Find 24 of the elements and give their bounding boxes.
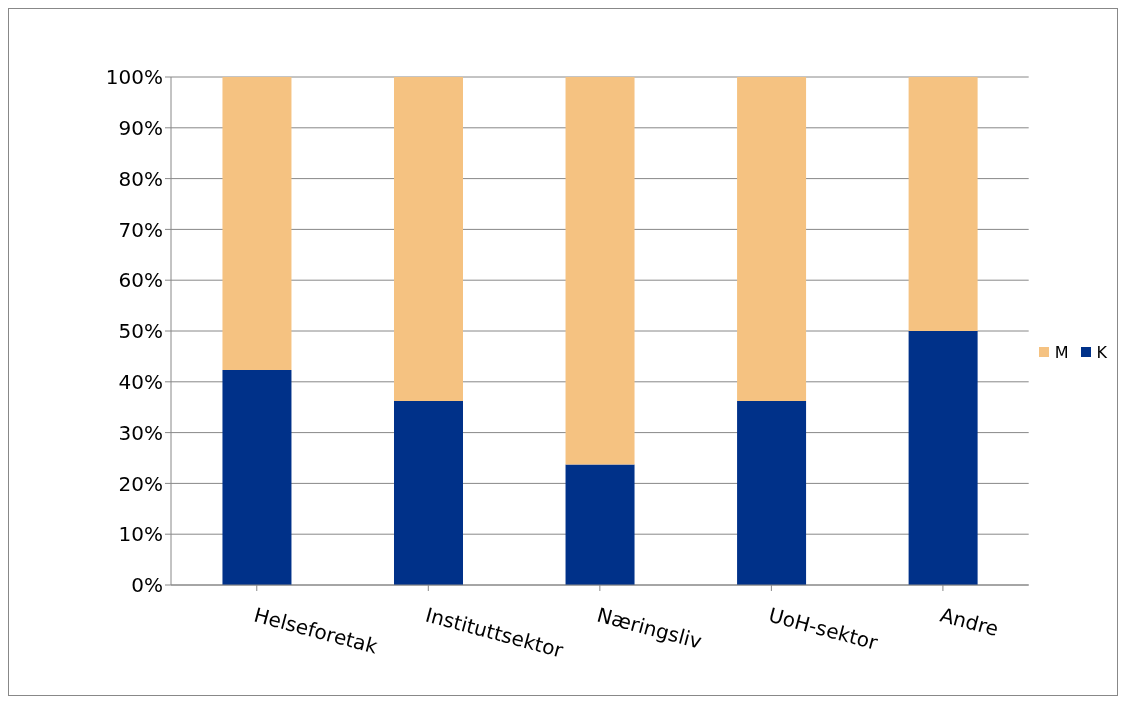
y-tick-label: 0% — [131, 573, 163, 598]
y-tick-label: 60% — [118, 268, 163, 293]
y-tick-label: 100% — [105, 65, 163, 90]
bar — [737, 401, 807, 585]
y-tick-label: 80% — [118, 166, 163, 191]
y-tick-label: 30% — [118, 420, 163, 445]
y-tick-label: 40% — [118, 369, 163, 394]
y-tick-label: 20% — [118, 471, 163, 496]
bar — [565, 77, 635, 465]
bar — [908, 331, 978, 585]
bar — [737, 77, 807, 402]
y-tick-label: 50% — [118, 319, 163, 344]
legend-label: M — [1053, 342, 1069, 362]
bar — [222, 77, 292, 371]
x-tick-label: Andre — [937, 602, 1001, 642]
bar — [394, 77, 463, 402]
y-tick-label: 10% — [118, 522, 163, 547]
y-tick-label: 70% — [118, 217, 163, 242]
bar — [222, 370, 292, 585]
bar — [908, 77, 978, 331]
legend-label: K — [1095, 342, 1107, 362]
bar — [565, 464, 635, 585]
y-tick-label: 90% — [118, 115, 163, 140]
bar — [394, 401, 463, 585]
